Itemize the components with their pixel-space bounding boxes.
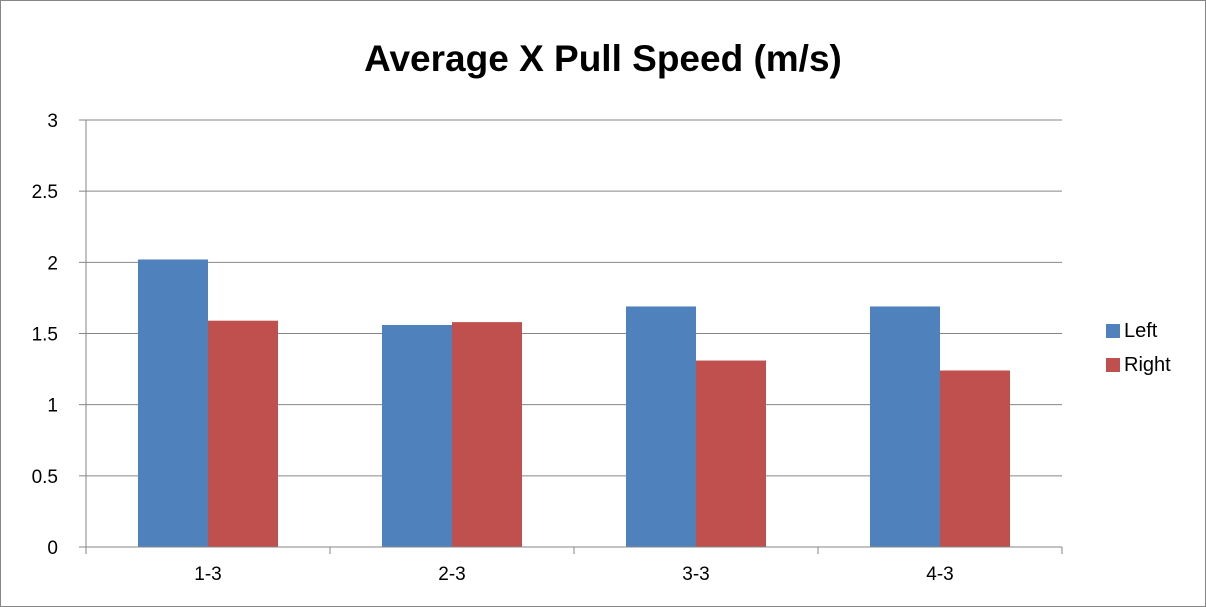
bar-right-4-3 (940, 370, 1010, 547)
legend: Left Right (1106, 314, 1171, 382)
y-tick-label-1: 0.5 (32, 467, 58, 488)
bar-right-2-3 (452, 322, 522, 547)
x-tick-label-3: 4-3 (926, 564, 953, 585)
bar-left-4-3 (870, 306, 940, 547)
legend-label-left: Left (1124, 319, 1158, 342)
legend-swatch-left (1106, 324, 1120, 338)
y-tick-label-0: 0 (47, 538, 58, 559)
y-tick-label-6: 3 (47, 111, 58, 132)
x-tick-label-0: 1-3 (194, 564, 221, 585)
bar-left-3-3 (626, 306, 696, 547)
bar-right-3-3 (696, 360, 766, 547)
bar-right-1-3 (208, 320, 278, 547)
legend-swatch-right (1106, 358, 1120, 372)
legend-item-left: Left (1106, 314, 1171, 348)
legend-item-right: Right (1106, 348, 1171, 382)
bar-left-1-3 (138, 259, 208, 547)
legend-label-right: Right (1124, 353, 1171, 376)
bar-left-2-3 (382, 324, 452, 547)
x-tick-label-2: 3-3 (682, 564, 709, 585)
y-tick-label-5: 2.5 (32, 182, 58, 203)
chart-title: Average X Pull Speed (m/s) (364, 38, 842, 79)
y-tick-label-2: 1 (47, 396, 58, 417)
y-tick-label-3: 1.5 (32, 325, 58, 346)
y-tick-label-4: 2 (47, 253, 58, 274)
x-tick-label-1: 2-3 (438, 564, 465, 585)
